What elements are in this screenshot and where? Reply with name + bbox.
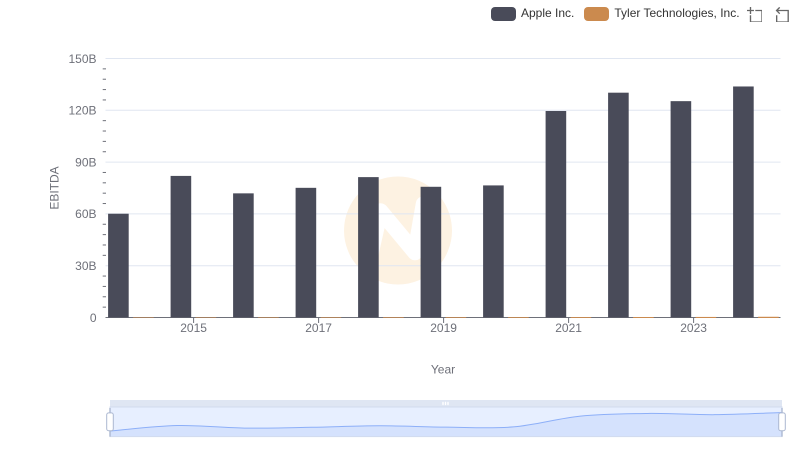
legend-item-apple[interactable]: Apple Inc. — [491, 6, 574, 21]
bar-apple-2016[interactable] — [233, 193, 254, 318]
datazoom-filler[interactable] — [110, 407, 782, 437]
datazoom-shadow-area — [110, 412, 782, 437]
zoom-select-icon — [747, 7, 762, 22]
datazoom-handle-left[interactable] — [106, 408, 114, 437]
bar-tyler-2023[interactable] — [695, 316, 717, 318]
legend-label-apple: Apple Inc. — [521, 6, 575, 20]
y-tick-label: 60B — [75, 207, 96, 221]
zoom-restore-icon — [775, 7, 789, 22]
bar-apple-2017[interactable] — [295, 187, 317, 318]
legend-swatch-tyler — [584, 6, 610, 21]
x-tick-label: 2019 — [430, 321, 457, 335]
bars — [108, 86, 779, 318]
bar-apple-2020[interactable] — [483, 185, 504, 318]
bar-tyler-2017[interactable] — [320, 317, 342, 318]
bar-apple-2014[interactable] — [108, 213, 129, 318]
bar-apple-2023[interactable] — [670, 101, 692, 318]
toolbox — [747, 7, 789, 22]
x-tick-label: 2021 — [555, 321, 582, 335]
bar-tyler-2021[interactable] — [570, 317, 592, 318]
plot-area: 0 30B 60B 90B 120B 150B 2015 2017 2019 2021 2023 E… — [48, 52, 781, 377]
datazoom-handle-left-grip[interactable] — [106, 412, 114, 432]
toolbox-restore-button[interactable] — [774, 7, 789, 22]
y-axis-title: EBITDA — [48, 166, 62, 209]
x-tick-label: 2023 — [680, 321, 707, 335]
y-tick-label: 120B — [68, 104, 96, 118]
bar-apple-2022[interactable] — [608, 92, 629, 318]
toolbox-zoom-button[interactable] — [747, 7, 762, 22]
datazoom-handle-right-grip[interactable] — [778, 412, 786, 432]
bar-apple-2018[interactable] — [358, 177, 379, 318]
bar-tyler-2015[interactable] — [195, 317, 217, 318]
x-tick-label: 2017 — [305, 321, 332, 335]
x-tick-label: 2015 — [180, 321, 207, 335]
datazoom-slider — [106, 400, 786, 438]
y-tick-label: 0 — [90, 311, 97, 325]
legend-item-tyler[interactable]: Tyler Technologies, Inc. — [584, 6, 740, 21]
legend-label-tyler: Tyler Technologies, Inc. — [614, 6, 740, 20]
bar-apple-2015[interactable] — [170, 175, 192, 318]
bar-apple-2021[interactable] — [545, 110, 567, 318]
datazoom-move-handle-grip — [442, 401, 444, 406]
y-tick-label: 30B — [75, 259, 96, 273]
axes: 0 30B 60B 90B 120B 150B 2015 2017 2019 2021 2023 — [68, 52, 781, 335]
datazoom-handle-right[interactable] — [778, 408, 786, 437]
bar-apple-2019[interactable] — [420, 186, 442, 318]
datazoom-move-handle-grip — [447, 401, 449, 406]
bar-tyler-2016[interactable] — [258, 317, 279, 318]
legend: Apple Inc. Tyler Technologies, Inc. — [491, 6, 740, 21]
datazoom-shadow-line — [109, 412, 783, 432]
x-axis-title: Year — [431, 363, 455, 377]
bar-tyler-2024[interactable] — [758, 316, 779, 318]
bar-tyler-2020[interactable] — [508, 317, 529, 318]
bar-tyler-2014[interactable] — [133, 317, 154, 318]
grid-lines — [105, 58, 781, 267]
bar-tyler-2018[interactable] — [383, 317, 404, 318]
bar-apple-2024[interactable] — [733, 86, 754, 318]
bar-tyler-2022[interactable] — [633, 317, 654, 318]
bar-tyler-2019[interactable] — [445, 317, 467, 318]
y-tick-label: 90B — [75, 155, 96, 169]
legend-swatch-apple — [491, 6, 516, 21]
y-tick-label: 150B — [68, 52, 96, 66]
datazoom-move-handle-grip — [444, 401, 447, 406]
